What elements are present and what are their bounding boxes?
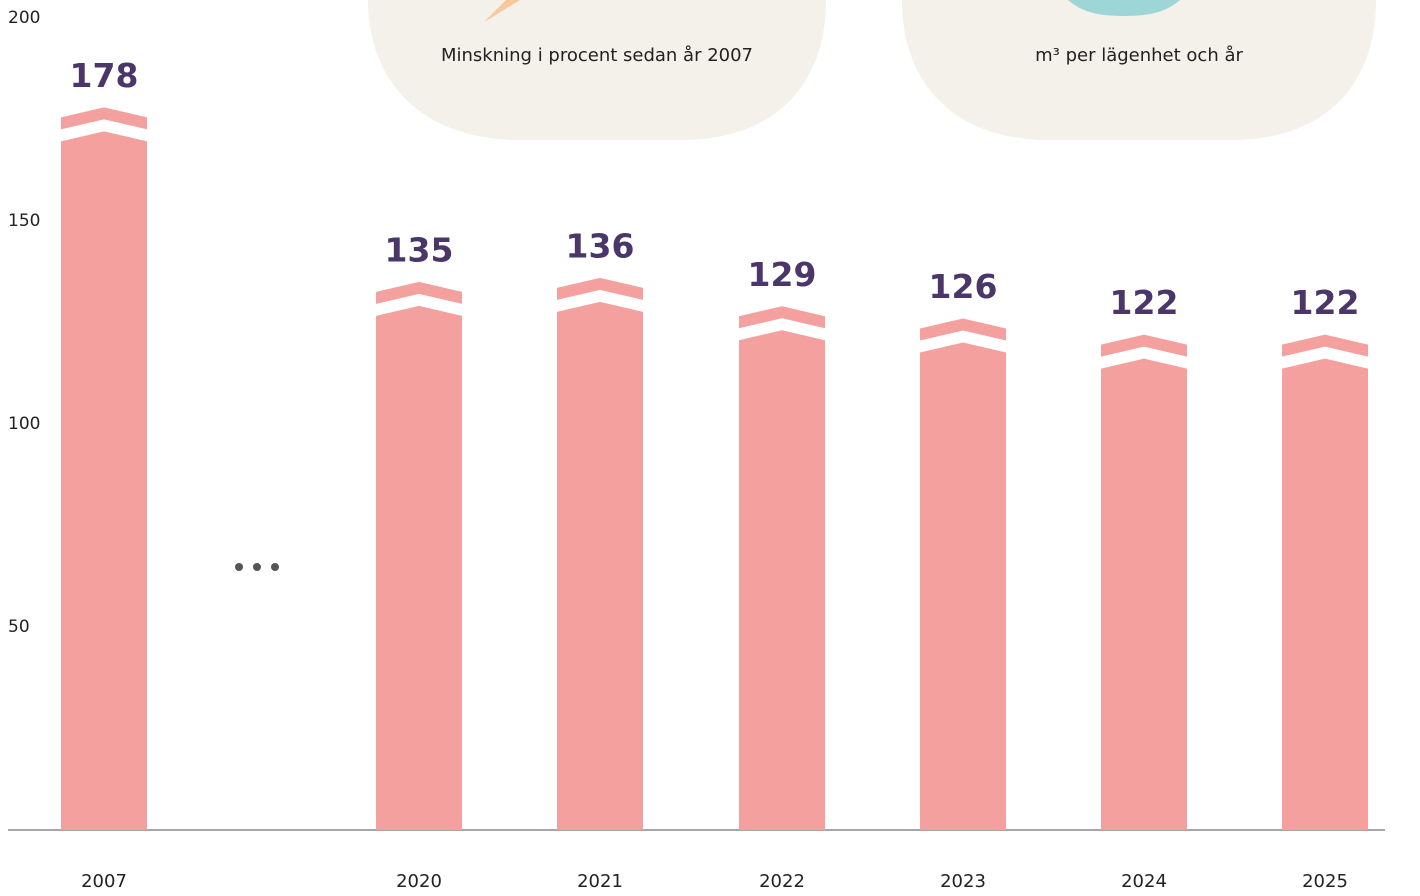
bar-chevron	[920, 318, 1006, 340]
y-tick-label: 150	[8, 211, 40, 231]
x-tick-label: 2022	[759, 871, 805, 892]
bar	[920, 342, 1006, 830]
bar	[376, 306, 462, 830]
gap-dot	[253, 563, 261, 571]
bar-chevron	[557, 278, 643, 300]
x-tick-label: 2024	[1121, 871, 1167, 892]
gap-dot	[271, 563, 279, 571]
x-tick-label: 2023	[940, 871, 986, 892]
value-label: 122	[1110, 283, 1179, 322]
y-tick-label: 50	[8, 617, 30, 637]
value-label: 178	[70, 56, 139, 95]
card-caption: m³ per lägenhet och år	[1035, 45, 1243, 66]
value-label: 126	[929, 267, 998, 306]
bar-chevron	[739, 306, 825, 328]
gap-dot	[235, 563, 243, 571]
bar-chevron	[1282, 335, 1368, 357]
bar	[61, 131, 147, 830]
bar	[739, 330, 825, 830]
value-label: 136	[566, 226, 635, 265]
card-background	[902, 0, 1376, 140]
card-caption: Minskning i procent sedan år 2007	[441, 45, 753, 66]
y-tick-label: 200	[8, 8, 40, 28]
bar-chevron	[376, 282, 462, 304]
value-label: 129	[748, 255, 817, 294]
bar	[1101, 359, 1187, 830]
x-tick-label: 2020	[396, 871, 442, 892]
x-tick-label: 2007	[81, 871, 127, 892]
x-tick-label: 2021	[577, 871, 623, 892]
bar	[557, 302, 643, 830]
bar-chevron	[61, 107, 147, 129]
bar	[1282, 359, 1368, 830]
value-label: 135	[385, 230, 454, 269]
value-label: 122	[1291, 283, 1360, 322]
page: Minskning i procent sedan år 2007 m³ per…	[0, 0, 1420, 896]
x-tick-label: 2025	[1302, 871, 1348, 892]
chart: Minskning i procent sedan år 2007 m³ per…	[0, 0, 1420, 892]
y-tick-label: 100	[8, 414, 40, 434]
bar-chevron	[1101, 335, 1187, 357]
card-background	[368, 0, 826, 140]
